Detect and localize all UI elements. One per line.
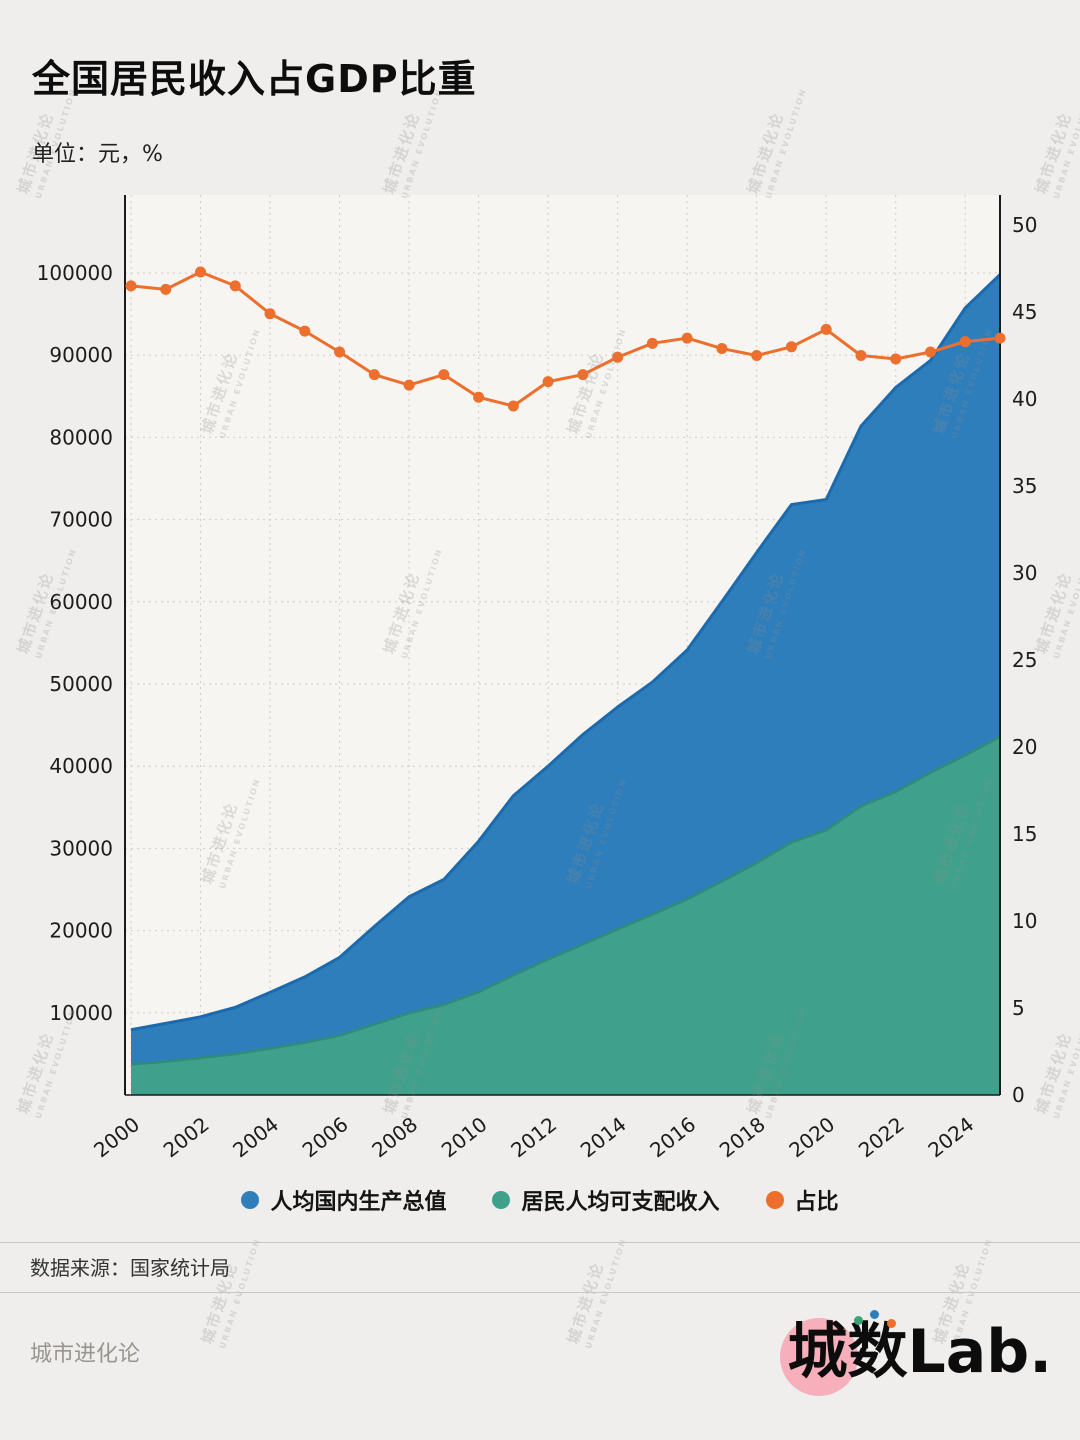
logo-pink-circle-icon: [779, 1318, 858, 1396]
brand-logo: 城数Lab.: [779, 1306, 1052, 1398]
legend-label-ratio: 占比: [794, 1190, 839, 1215]
unit-note: 单位：元，%: [32, 142, 163, 167]
svg-text:10: 10: [1012, 909, 1037, 933]
svg-text:2014: 2014: [576, 1112, 631, 1162]
logo-accent-green-icon: [853, 1316, 863, 1325]
svg-text:50: 50: [1012, 213, 1037, 237]
svg-text:2020: 2020: [784, 1112, 839, 1162]
svg-text:2016: 2016: [645, 1112, 700, 1162]
svg-text:2004: 2004: [228, 1112, 283, 1162]
legend-item-gdp: 人均国内生产总值: [241, 1184, 446, 1216]
legend-item-income: 居民人均可支配收入: [492, 1184, 720, 1216]
legend-label-gdp: 人均国内生产总值: [270, 1190, 447, 1215]
legend-dot-gdp-icon: [241, 1191, 260, 1209]
svg-text:10000: 10000: [49, 1001, 113, 1025]
legend-label-income: 居民人均可支配收入: [521, 1190, 720, 1215]
svg-text:45: 45: [1012, 300, 1037, 324]
logo-accent-blue-icon: [869, 1310, 879, 1319]
svg-text:30000: 30000: [49, 836, 113, 860]
svg-text:30: 30: [1012, 561, 1037, 585]
svg-text:50000: 50000: [49, 672, 113, 696]
svg-text:2002: 2002: [159, 1112, 214, 1162]
legend: 人均国内生产总值 居民人均可支配收入 占比: [0, 1184, 1080, 1216]
data-source: 数据来源：国家统计局: [30, 1256, 230, 1280]
svg-text:35: 35: [1012, 474, 1037, 498]
svg-text:2022: 2022: [854, 1112, 909, 1162]
logo-accent-orange-icon: [886, 1319, 896, 1328]
svg-text:90000: 90000: [49, 343, 113, 367]
svg-text:60000: 60000: [49, 590, 113, 614]
page-title: 全国居民收入占GDP比重: [32, 57, 477, 101]
svg-text:80000: 80000: [49, 425, 113, 449]
svg-text:100000: 100000: [37, 261, 113, 285]
logo-text: 城数Lab.: [787, 1317, 1052, 1387]
svg-text:70000: 70000: [49, 508, 113, 532]
footer-brand-text: 城市进化论: [30, 1342, 141, 1367]
svg-text:2018: 2018: [715, 1112, 770, 1162]
svg-text:2024: 2024: [923, 1112, 978, 1162]
svg-text:2000: 2000: [89, 1112, 144, 1162]
svg-text:15: 15: [1012, 822, 1037, 846]
legend-item-ratio: 占比: [765, 1184, 839, 1216]
divider-top: [0, 1242, 1080, 1243]
svg-text:0: 0: [1012, 1083, 1025, 1107]
svg-text:20: 20: [1012, 735, 1037, 759]
svg-text:2010: 2010: [437, 1112, 492, 1162]
svg-text:40000: 40000: [49, 754, 113, 778]
svg-text:25: 25: [1012, 648, 1037, 672]
svg-text:40: 40: [1012, 387, 1037, 411]
svg-text:2012: 2012: [506, 1112, 561, 1162]
legend-dot-ratio-icon: [765, 1191, 784, 1209]
svg-text:20000: 20000: [49, 919, 113, 943]
legend-dot-income-icon: [492, 1191, 511, 1209]
svg-text:2008: 2008: [367, 1112, 422, 1162]
svg-text:2006: 2006: [298, 1112, 353, 1162]
svg-text:5: 5: [1012, 996, 1025, 1020]
divider-bottom: [0, 1292, 1080, 1293]
